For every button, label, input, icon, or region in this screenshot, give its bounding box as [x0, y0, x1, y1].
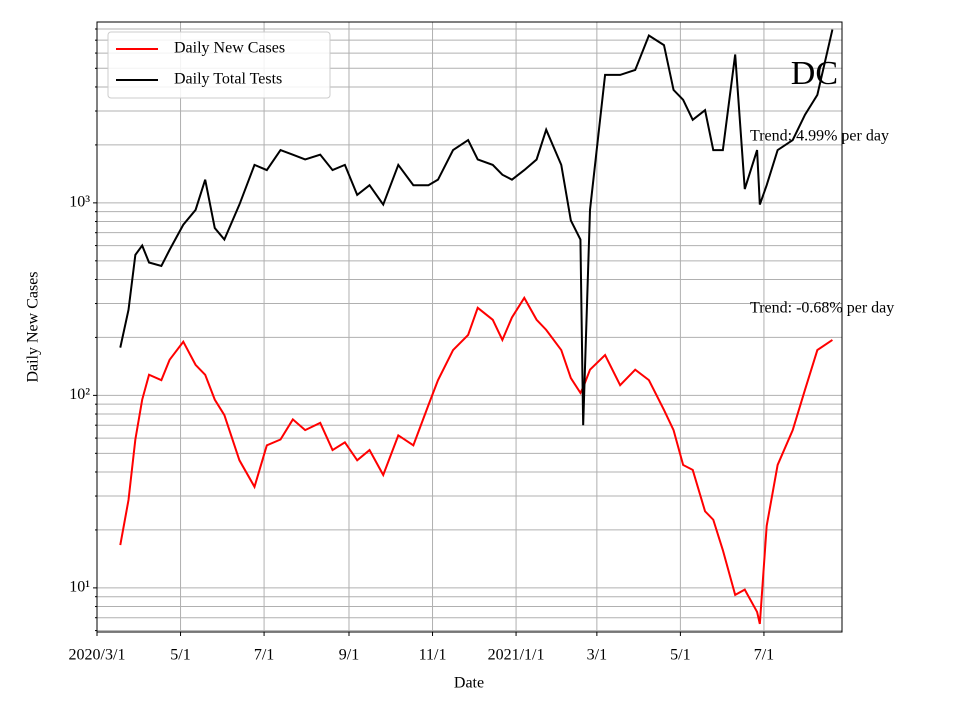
legend-label: Daily Total Tests: [174, 71, 282, 88]
x-tick-label: 2020/3/1: [69, 647, 126, 664]
annotation: Trend: -0.68% per day: [750, 300, 894, 317]
series-line: [119, 29, 834, 426]
y-tick-label: 10²: [69, 386, 90, 403]
y-axis-label: Daily New Cases: [25, 271, 42, 382]
x-tick-label: 7/1: [754, 647, 774, 664]
x-tick-label: 3/1: [587, 647, 607, 664]
annotation: DC: [791, 55, 838, 92]
x-tick-label: 7/1: [254, 647, 274, 664]
y-tick-label: 10¹: [69, 579, 90, 596]
x-tick-label: 5/1: [670, 647, 690, 664]
x-tick-label: 2021/1/1: [488, 647, 545, 664]
series-line: [119, 295, 833, 625]
legend-label: Daily New Cases: [174, 40, 285, 57]
x-tick-label: 11/1: [419, 647, 447, 664]
annotation: Trend: 4.99% per day: [750, 128, 889, 145]
legend: [107, 31, 331, 99]
y-tick-label: 10³: [69, 194, 90, 211]
x-axis-label: Date: [454, 675, 484, 692]
plot-frame: [96, 21, 843, 633]
x-tick-label: 5/1: [170, 647, 190, 664]
x-tick-label: 9/1: [339, 647, 359, 664]
